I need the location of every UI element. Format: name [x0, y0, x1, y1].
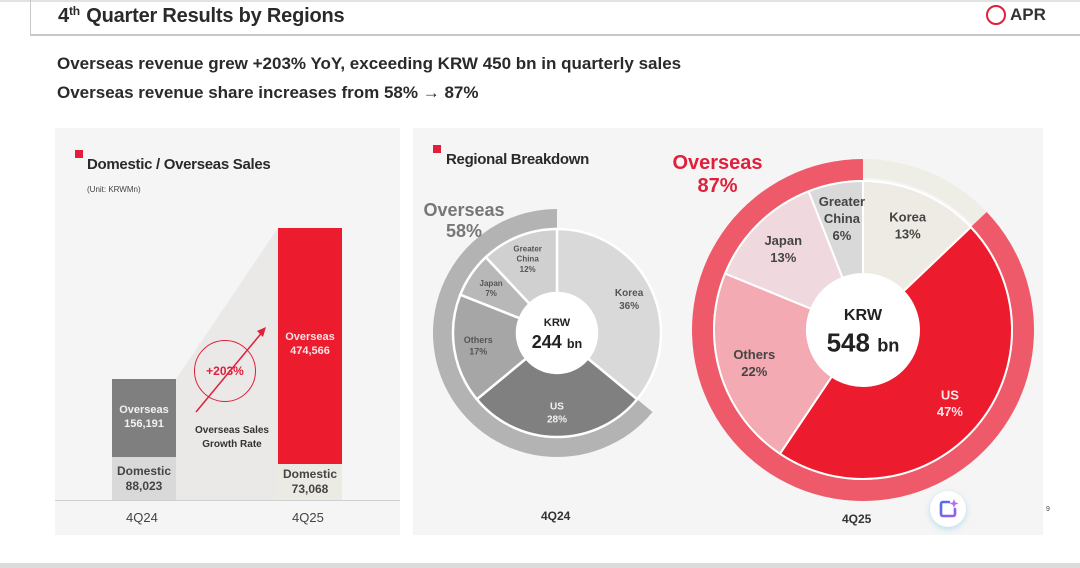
slice-label-line: 7% [485, 289, 497, 298]
slice-label-line: 13% [895, 227, 921, 242]
ai-sparkle-icon [939, 499, 959, 518]
slice-label: Greater China 6% [819, 194, 865, 243]
growth-rate-badge: +203% [194, 340, 256, 402]
slice-label-line: 22% [741, 364, 767, 379]
bar-4q24-overseas: Overseas 156,191 [112, 379, 176, 457]
center-total-unit: bn [567, 337, 582, 351]
slice-label-line: US [941, 387, 959, 402]
overseas-label: Overseas [423, 200, 505, 220]
donut-slice-us [475, 356, 639, 439]
regional-breakdown-title: Regional Breakdown [446, 151, 589, 168]
title-text: Quarter Results by Regions [86, 5, 345, 27]
category-4q24: 4Q24 [126, 510, 158, 525]
slice-label-line: US [550, 402, 564, 413]
outer-ring-overseas [433, 209, 653, 457]
slice-label-line: Japan [480, 279, 503, 288]
slice-label-line: Others [464, 335, 493, 345]
bottom-rule [0, 563, 1080, 568]
growth-arrow-head-icon [257, 327, 266, 337]
slice-label-line: 12% [520, 265, 536, 274]
growth-rate-caption: Overseas Sales Growth Rate [186, 424, 278, 451]
growth-caption-line-1: Overseas Sales [195, 425, 269, 436]
domestic-overseas-title: Domestic / Overseas Sales [87, 156, 271, 173]
headline-growth: Overseas revenue grew +203% YoY, exceedi… [57, 54, 682, 73]
bar-label: Domestic [116, 463, 172, 478]
bar-label: Overseas [119, 404, 169, 417]
overseas-label: Overseas [672, 152, 763, 174]
logo-ring-icon [986, 5, 1006, 25]
slice-label-line: Korea [615, 288, 644, 299]
slice-label: Japan 7% [480, 279, 503, 298]
top-rule [0, 0, 1080, 2]
slice-label: Others 17% [464, 335, 493, 357]
bar-4q25-domestic: Domestic 73,068 [278, 464, 342, 500]
page-title: 4th Quarter Results by Regions [58, 4, 345, 28]
slice-label-line: 28% [547, 415, 567, 426]
slice-label: US 28% [547, 402, 567, 426]
donut-period-4q25: 4Q25 [842, 512, 872, 526]
overseas-share-4q25: Overseas 87% [665, 152, 770, 198]
slice-label-line: 17% [469, 346, 487, 356]
headline-share: Overseas revenue share increases from 58… [57, 83, 479, 102]
slice-label-line: China [824, 211, 861, 226]
overseas-share-4q24: Overseas 58% [420, 200, 508, 241]
slice-label-line: Others [733, 347, 775, 362]
page-header: 4th Quarter Results by Regions APR [30, 0, 1080, 36]
slice-label: Korea 13% [889, 210, 927, 242]
brand-name: APR [1010, 5, 1046, 24]
slice-label-line: 47% [937, 404, 963, 419]
slice-label-line: 36% [619, 301, 639, 312]
slice-label: Greater China 12% [513, 244, 541, 274]
center-total: 548 bn [827, 327, 900, 357]
slice-label-line: Greater [819, 194, 865, 209]
outer-ring-domestic [863, 159, 987, 226]
slice-label: Others 22% [733, 347, 775, 379]
slice-label: US 47% [937, 387, 963, 419]
page-number: 9 [1046, 506, 1050, 513]
chart-baseline [55, 500, 400, 501]
center-total-unit: bn [877, 335, 899, 355]
bar-value: 88,023 [125, 478, 163, 493]
ai-assistant-button[interactable] [930, 491, 966, 527]
slice-label-line: Japan [764, 233, 802, 248]
unit-label: (Unit: KRWMn) [87, 185, 141, 194]
donut-center [517, 293, 597, 373]
slice-label-line: China [517, 255, 540, 264]
bar-value: 73,068 [291, 482, 329, 496]
category-4q25: 4Q25 [292, 510, 324, 525]
bar-value: 156,191 [124, 418, 164, 430]
donut-period-4q24: 4Q24 [541, 509, 571, 523]
bar-value: 474,566 [290, 344, 330, 357]
growth-rate-value: +203% [206, 364, 244, 378]
bar-4q25-overseas: Overseas 474,566 [278, 228, 342, 464]
donut-center [807, 274, 919, 386]
slice-label-line: Greater [513, 244, 541, 253]
growth-caption-line-2: Growth Rate [202, 438, 262, 450]
center-total-value: 548 [827, 327, 878, 357]
brand-logo: APR [986, 5, 1046, 25]
slice-label: Korea 36% [615, 288, 644, 312]
slice-label-line: 6% [833, 228, 852, 243]
section-bullet-icon [433, 145, 441, 153]
bar-4q24-domestic: Domestic 88,023 [112, 457, 176, 500]
center-total-value: 244 [532, 332, 567, 352]
slice-label-line: Korea [889, 210, 927, 225]
slice-label-line: 13% [770, 250, 796, 265]
title-superscript: th [68, 4, 80, 18]
center-currency: KRW [544, 317, 571, 329]
center-currency: KRW [844, 306, 883, 324]
section-bullet-icon [75, 150, 83, 158]
bar-label: Domestic [282, 467, 338, 481]
overseas-pct: 87% [697, 175, 738, 197]
overseas-pct: 58% [445, 220, 483, 241]
slice-label: Japan 13% [764, 233, 802, 265]
bar-label: Overseas [285, 331, 335, 343]
center-total: 244 bn [532, 332, 582, 352]
title-ordinal: 4 [58, 5, 69, 27]
